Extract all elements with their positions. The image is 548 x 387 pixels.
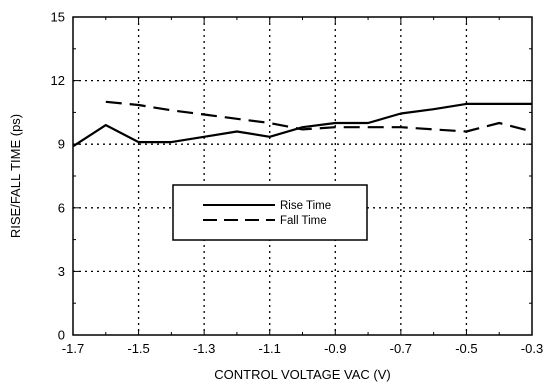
x-tick-label: -1.1 xyxy=(259,341,281,356)
legend: Rise Time Fall Time xyxy=(172,184,368,241)
series-line-rise-time xyxy=(72,102,532,148)
grid-lines xyxy=(73,17,532,335)
legend-label-fall-time: Fall Time xyxy=(280,215,327,227)
x-tick-label: -1.3 xyxy=(193,341,215,356)
x-tick-label: -0.3 xyxy=(521,341,543,356)
y-tick-label: 9 xyxy=(58,137,65,152)
x-tick-label: -0.9 xyxy=(324,341,346,356)
tick-labels: -1.7 -1.5 -1.3 -1.1 -0.9 -0.7 -0.5 -0.3 0 3 6 9 12 15 xyxy=(51,10,544,357)
y-tick-label: 6 xyxy=(58,200,65,215)
data-series xyxy=(72,100,533,148)
y-tick-label: 12 xyxy=(51,73,65,88)
x-tick-label: -1.7 xyxy=(62,341,84,356)
y-tick-label: 0 xyxy=(58,328,65,343)
x-tick-label: -1.5 xyxy=(127,341,149,356)
y-tick-label: 3 xyxy=(58,264,65,279)
series-line-fall-time xyxy=(105,100,533,133)
y-axis-title: RISE/FALL TIME (ps) xyxy=(8,114,23,238)
y-tick-label: 15 xyxy=(51,10,65,25)
x-axis-title: CONTROL VOLTAGE VAC (V) xyxy=(214,367,390,382)
legend-box xyxy=(172,184,368,241)
legend-label-rise-time: Rise Time xyxy=(280,200,331,212)
axis-ticks xyxy=(72,16,533,336)
x-tick-label: -0.5 xyxy=(455,341,477,356)
x-tick-label: -0.7 xyxy=(390,341,412,356)
plot-frame xyxy=(72,16,533,336)
